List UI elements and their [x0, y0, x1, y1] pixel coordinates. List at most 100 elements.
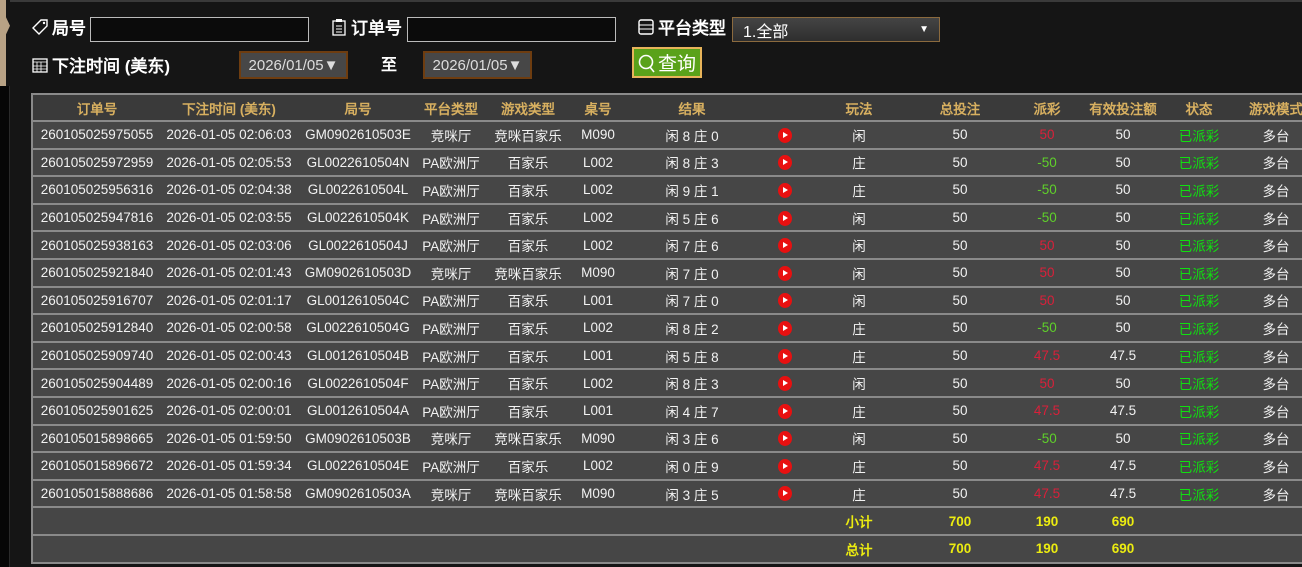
video-cell[interactable]	[761, 452, 809, 481]
column-header[interactable]	[761, 94, 809, 122]
column-header[interactable]: 结果	[623, 94, 761, 122]
column-header[interactable]: 平台类型	[419, 94, 483, 122]
date-to-picker[interactable]: 2026/01/05▼	[423, 51, 532, 79]
table-row[interactable]: 260105025938163 2026-01-05 02:03:06 GL0022…	[32, 231, 1302, 260]
play-video-icon[interactable]	[778, 376, 792, 392]
cell-platform: PA欧洲厅	[419, 452, 483, 481]
table-row[interactable]: 260105025921840 2026-01-05 02:01:43 GM0902…	[32, 258, 1302, 288]
video-cell[interactable]	[761, 231, 809, 260]
video-cell[interactable]	[761, 341, 809, 371]
cell-payout: 47.5	[1011, 396, 1083, 426]
cell-total-bet: 50	[909, 369, 1011, 398]
cell-payout: -50	[1011, 148, 1083, 178]
empty-cell	[1163, 507, 1235, 536]
cell-mode: 多台	[1235, 452, 1302, 481]
table-row[interactable]: 260105025904489 2026-01-05 02:00:16 GL0022…	[32, 369, 1302, 398]
column-header[interactable]: 游戏类型	[483, 94, 573, 122]
play-video-icon[interactable]	[778, 458, 792, 474]
play-video-icon[interactable]	[778, 293, 792, 309]
cell-table: M090	[573, 479, 623, 509]
table-row[interactable]: 260105025972959 2026-01-05 02:05:53 GL0022…	[32, 148, 1302, 178]
empty-cell	[483, 507, 573, 536]
cell-round: GL0022610504J	[297, 231, 419, 260]
subtotal-payout: 190	[1011, 507, 1083, 536]
column-header[interactable]: 状态	[1163, 94, 1235, 122]
play-video-icon[interactable]	[778, 127, 792, 143]
column-header[interactable]: 订单号	[32, 94, 161, 122]
cell-play: 庄	[809, 479, 909, 509]
table-row[interactable]: 260105025956316 2026-01-05 02:04:38 GL0022…	[32, 176, 1302, 205]
video-cell[interactable]	[761, 148, 809, 178]
column-header[interactable]: 总投注	[909, 94, 1011, 122]
play-video-icon[interactable]	[778, 182, 792, 198]
table-row[interactable]: 260105025912840 2026-01-05 02:00:58 GL0022…	[32, 314, 1302, 343]
cell-round: GL0012610504B	[297, 341, 419, 371]
side-strip	[0, 86, 10, 567]
cell-round: GM0902610503E	[297, 121, 419, 150]
column-header[interactable]: 桌号	[573, 94, 623, 122]
table-row[interactable]: 260105015896672 2026-01-05 01:59:34 GL0022…	[32, 452, 1302, 481]
column-header[interactable]: 下注时间 (美东)	[161, 94, 297, 122]
table-row[interactable]: 260105015888686 2026-01-05 01:58:58 GM0902…	[32, 479, 1302, 509]
video-cell[interactable]	[761, 258, 809, 288]
video-cell[interactable]	[761, 121, 809, 150]
video-cell[interactable]	[761, 286, 809, 316]
cell-mode: 多台	[1235, 369, 1302, 398]
cell-play: 庄	[809, 396, 909, 426]
total-payout: 190	[1011, 534, 1083, 564]
video-cell[interactable]	[761, 314, 809, 343]
play-video-icon[interactable]	[778, 210, 792, 226]
cell-result: 闲 7 庄 0	[623, 286, 761, 316]
play-video-icon[interactable]	[778, 348, 792, 364]
cell-valid-bet: 50	[1083, 176, 1163, 205]
platform-select[interactable]: 1.全部 ▼	[732, 17, 940, 42]
empty-cell	[1235, 507, 1302, 536]
play-video-icon[interactable]	[778, 431, 792, 447]
platform-label-text: 平台类型	[658, 19, 726, 38]
cell-game: 竞咪百家乐	[483, 121, 573, 150]
play-video-icon[interactable]	[778, 265, 792, 281]
cell-table: L002	[573, 176, 623, 205]
column-header[interactable]: 游戏模式	[1235, 94, 1302, 122]
cell-game: 竞咪百家乐	[483, 258, 573, 288]
date-from-picker[interactable]: 2026/01/05▼	[239, 51, 348, 79]
table-row[interactable]: 260105025975055 2026-01-05 02:06:03 GM0902…	[32, 121, 1302, 150]
cell-total-bet: 50	[909, 396, 1011, 426]
video-cell[interactable]	[761, 396, 809, 426]
table-row[interactable]: 260105015898665 2026-01-05 01:59:50 GM0902…	[32, 424, 1302, 454]
empty-cell	[297, 534, 419, 564]
column-header[interactable]: 派彩	[1011, 94, 1083, 122]
video-cell[interactable]	[761, 369, 809, 398]
video-cell[interactable]	[761, 424, 809, 454]
query-button[interactable]: 查询	[632, 47, 702, 78]
side-panel-handle[interactable]	[0, 0, 10, 86]
empty-cell	[1163, 534, 1235, 564]
cell-payout: 50	[1011, 258, 1083, 288]
play-video-icon[interactable]	[778, 155, 792, 171]
cell-table: L001	[573, 396, 623, 426]
play-video-icon[interactable]	[778, 403, 792, 419]
column-header[interactable]: 玩法	[809, 94, 909, 122]
column-header[interactable]: 局号	[297, 94, 419, 122]
play-video-icon[interactable]	[778, 486, 792, 502]
play-video-icon[interactable]	[778, 320, 792, 336]
cell-order-no: 260105015898665	[32, 424, 161, 454]
video-cell[interactable]	[761, 479, 809, 509]
cell-mode: 多台	[1235, 396, 1302, 426]
cell-time: 2026-01-05 02:04:38	[161, 176, 297, 205]
order-input[interactable]	[407, 17, 616, 42]
column-header[interactable]: 有效投注额	[1083, 94, 1163, 122]
table-row[interactable]: 260105025909740 2026-01-05 02:00:43 GL0012…	[32, 341, 1302, 371]
cell-valid-bet: 50	[1083, 424, 1163, 454]
play-video-icon[interactable]	[778, 238, 792, 254]
video-cell[interactable]	[761, 203, 809, 233]
round-input[interactable]	[90, 17, 309, 42]
cell-valid-bet: 50	[1083, 369, 1163, 398]
table-row[interactable]: 260105025947816 2026-01-05 02:03:55 GL0022…	[32, 203, 1302, 233]
cell-platform: 竞咪厅	[419, 479, 483, 509]
cell-time: 2026-01-05 02:00:58	[161, 314, 297, 343]
video-cell[interactable]	[761, 176, 809, 205]
table-row[interactable]: 260105025916707 2026-01-05 02:01:17 GL0012…	[32, 286, 1302, 316]
table-row[interactable]: 260105025901625 2026-01-05 02:00:01 GL0012…	[32, 396, 1302, 426]
cell-game: 百家乐	[483, 176, 573, 205]
